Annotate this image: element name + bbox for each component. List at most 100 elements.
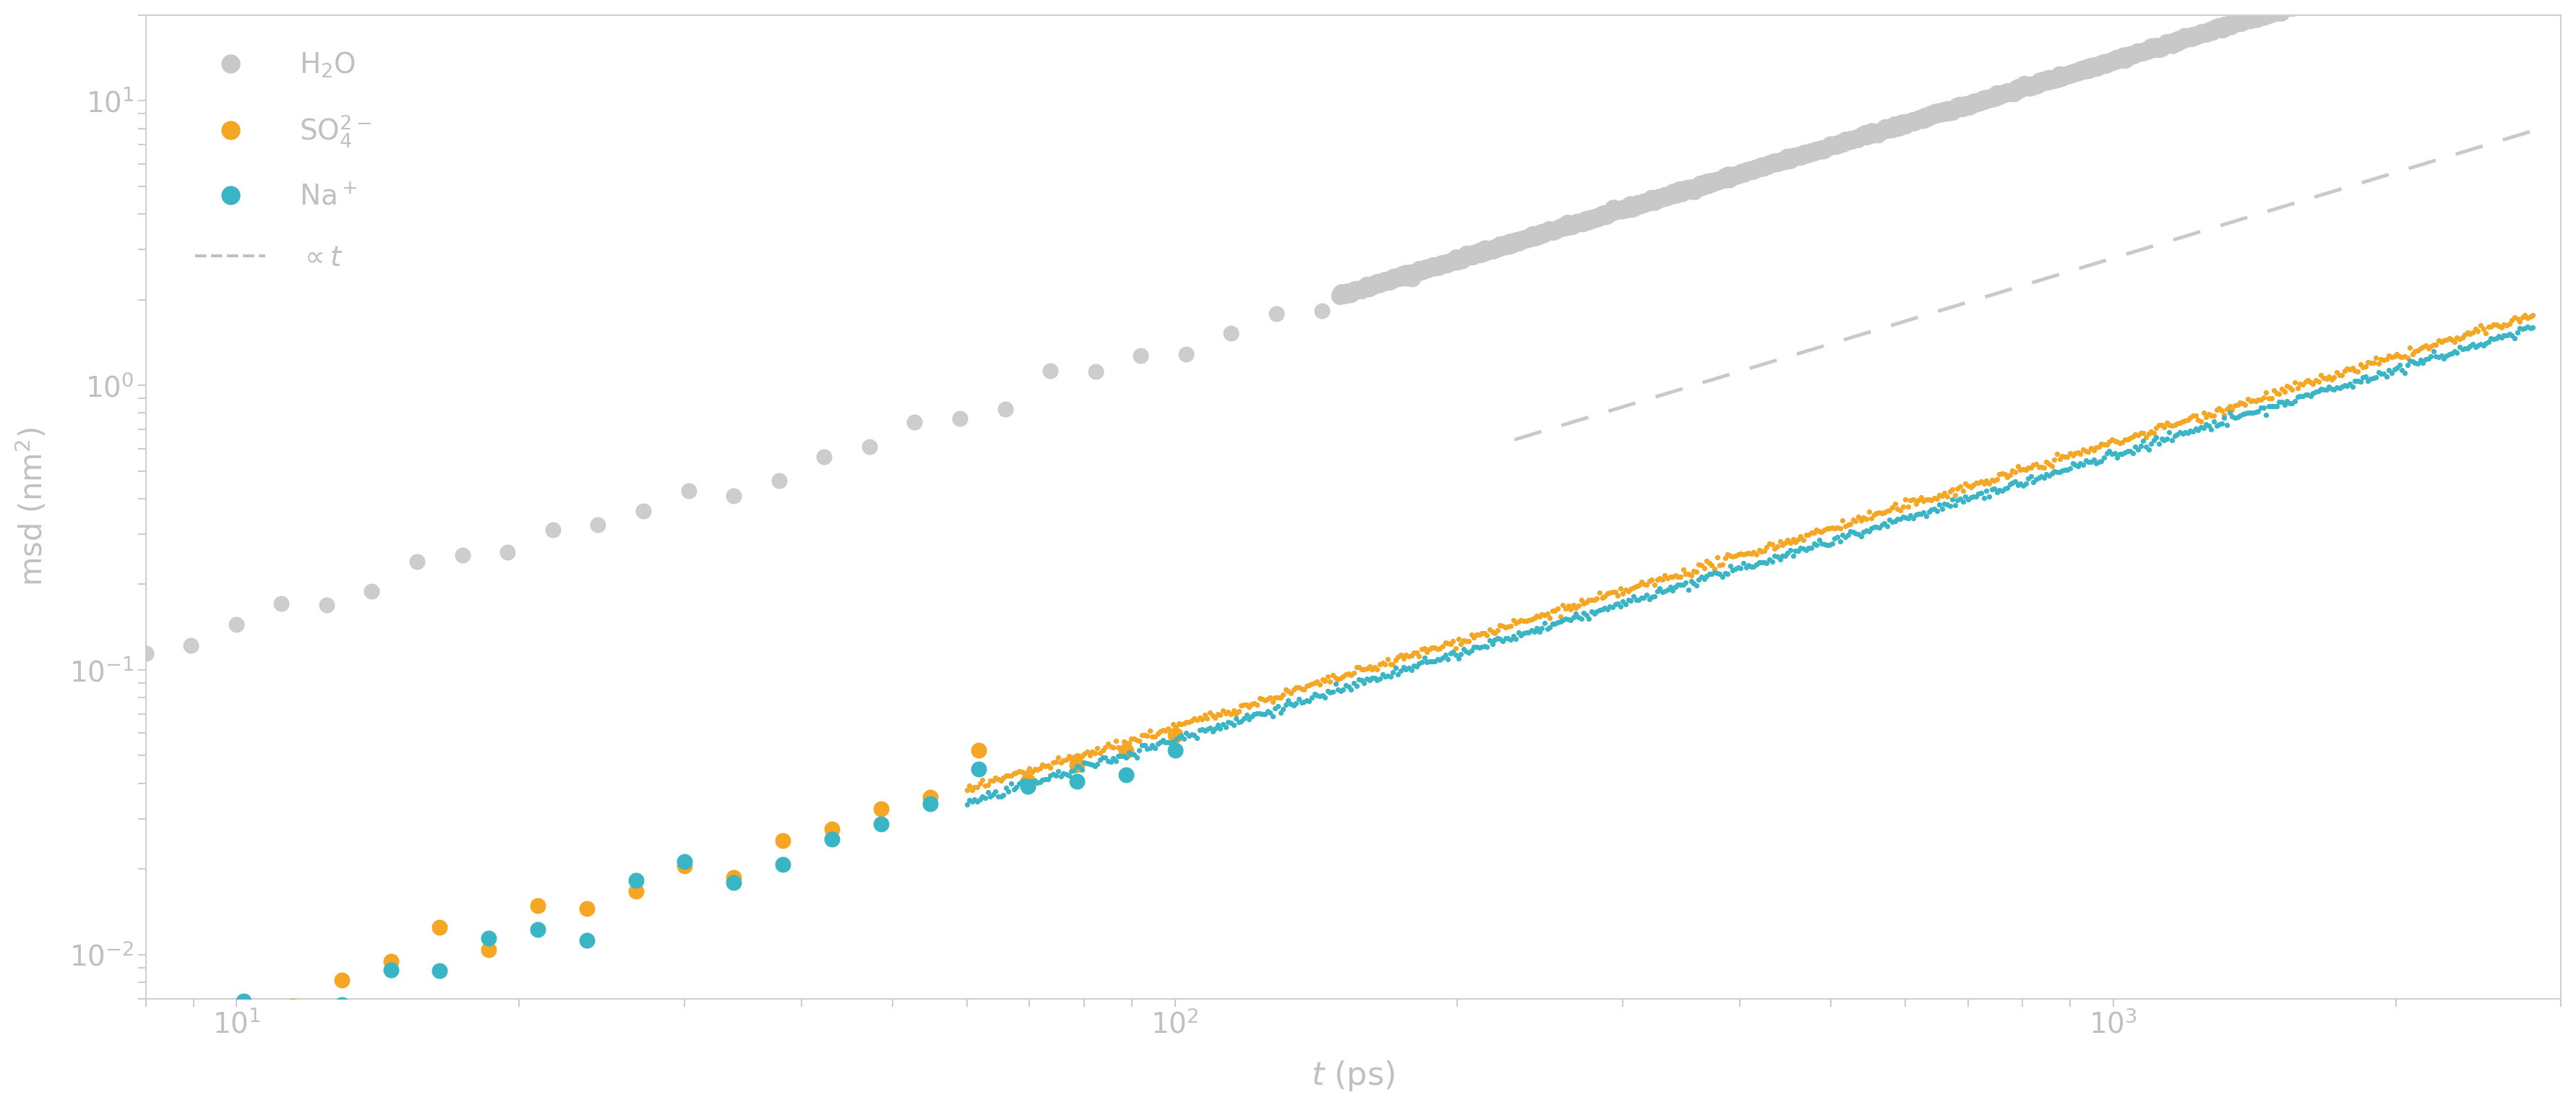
Point — [2409, 349, 2450, 367]
X-axis label: $t$ (ps): $t$ (ps) — [1311, 1059, 1396, 1092]
Point — [1904, 492, 1945, 510]
Point — [2223, 394, 2264, 412]
Point — [2084, 449, 2125, 466]
Point — [1188, 710, 1229, 728]
Point — [2496, 310, 2537, 328]
Point — [2192, 412, 2233, 430]
Point — [1105, 735, 1146, 752]
Point — [1185, 722, 1226, 740]
Point — [1695, 563, 1736, 581]
Point — [1121, 737, 1162, 755]
Point — [1445, 643, 1486, 660]
Point — [2226, 396, 2267, 413]
Point — [2099, 445, 2141, 463]
Point — [2478, 327, 2519, 345]
Point — [1795, 536, 1837, 554]
Point — [2298, 373, 2339, 391]
Point — [1937, 480, 1978, 497]
Point — [2133, 431, 2174, 449]
Point — [1564, 604, 1605, 622]
Point — [1136, 725, 1177, 742]
Point — [2269, 379, 2311, 397]
Point — [1471, 635, 1512, 653]
Point — [1437, 629, 1479, 647]
Point — [1231, 695, 1273, 712]
Point — [1306, 683, 1347, 700]
Point — [1958, 474, 1999, 492]
Point — [1502, 624, 1543, 642]
Point — [2035, 451, 2076, 469]
Point — [1383, 658, 1425, 676]
Point — [1806, 520, 1847, 537]
Point — [1316, 670, 1358, 688]
Point — [1669, 573, 1710, 591]
Point — [2166, 411, 2208, 429]
Point — [1262, 700, 1303, 718]
Point — [1574, 605, 1615, 623]
Point — [1826, 526, 1868, 544]
Point — [2318, 379, 2360, 397]
Point — [1566, 606, 1607, 624]
Point — [1726, 545, 1767, 563]
Point — [1698, 564, 1739, 582]
Point — [1476, 629, 1517, 647]
Point — [1548, 611, 1589, 628]
Point — [1862, 516, 1904, 534]
Point — [1443, 632, 1484, 649]
Point — [616, 871, 657, 889]
Point — [2339, 373, 2380, 391]
Point — [1399, 655, 1440, 673]
Point — [170, 636, 211, 654]
Point — [1358, 660, 1399, 678]
Point — [1525, 606, 1566, 624]
Point — [1917, 490, 1958, 507]
Point — [1651, 582, 1692, 599]
Point — [948, 791, 989, 809]
Point — [2241, 399, 2282, 417]
Point — [1708, 565, 1749, 583]
Point — [1553, 608, 1595, 626]
Point — [2321, 367, 2362, 384]
Point — [1649, 567, 1690, 585]
Point — [1252, 694, 1293, 711]
Point — [1370, 656, 1412, 674]
Point — [1273, 681, 1314, 699]
Point — [2112, 444, 2154, 462]
Point — [945, 796, 987, 813]
Point — [1151, 732, 1193, 750]
Point — [2452, 324, 2494, 341]
Point — [1077, 739, 1118, 757]
Point — [2143, 419, 2184, 437]
Point — [1850, 520, 1891, 537]
Point — [1953, 476, 1994, 494]
Point — [1293, 685, 1334, 702]
Point — [1669, 566, 1710, 584]
Point — [1893, 510, 1935, 527]
Point — [1285, 677, 1327, 695]
Point — [2087, 435, 2128, 453]
Point — [2349, 355, 2391, 372]
Point — [2159, 414, 2200, 432]
Point — [2254, 398, 2295, 416]
Point — [2342, 359, 2383, 377]
Point — [1115, 749, 1157, 767]
Point — [971, 772, 1012, 790]
Point — [1419, 639, 1461, 657]
Point — [1749, 551, 1790, 568]
Point — [1041, 768, 1082, 786]
Point — [350, 583, 392, 601]
Point — [1584, 598, 1625, 616]
Point — [2460, 336, 2501, 353]
Point — [2043, 462, 2084, 480]
Point — [2112, 428, 2154, 445]
Point — [1337, 677, 1378, 695]
Point — [1690, 565, 1731, 583]
Point — [1577, 589, 1618, 607]
Point — [984, 769, 1025, 787]
Point — [989, 782, 1030, 800]
Point — [2336, 362, 2378, 380]
Point — [1164, 730, 1206, 748]
Point — [1074, 757, 1115, 774]
Point — [1355, 658, 1396, 676]
Point — [1360, 670, 1401, 688]
